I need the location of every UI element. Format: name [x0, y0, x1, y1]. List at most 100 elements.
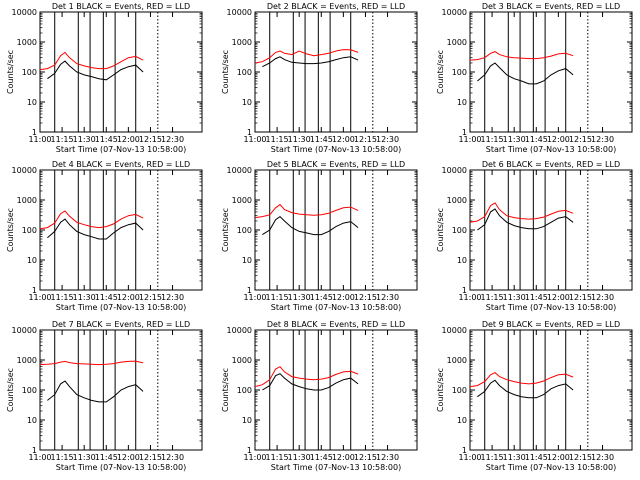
y-tick-label: 10000	[227, 8, 252, 17]
y-tick-label: 100	[237, 386, 252, 395]
x-tick-label: 11:15	[51, 293, 74, 302]
x-tick-label: 12:30	[376, 453, 399, 462]
detector-panel-4: Det 4 BLACK = Events, RED = LLD 1 10 100 100…	[6, 160, 203, 312]
x-tick-label: 12:00	[117, 453, 140, 462]
y-tick-label: 1000	[17, 38, 37, 47]
plot-frame	[254, 11, 418, 133]
x-tick-label: 11:45	[95, 293, 118, 302]
x-tick-label: 12:00	[547, 453, 570, 462]
x-tick-label: 11:15	[481, 135, 504, 144]
x-tick-label: 12:30	[161, 135, 184, 144]
x-tick-label: 11:30	[288, 453, 311, 462]
plot-frame	[469, 329, 633, 451]
x-tick-label: 11:00	[458, 135, 481, 144]
x-tick-label: 11:30	[503, 135, 526, 144]
y-tick-label: 10000	[227, 326, 252, 335]
y-tick-label: 100	[452, 386, 467, 395]
series-line-events	[262, 56, 359, 68]
x-tick-label: 11:30	[288, 293, 311, 302]
series-line-lld	[254, 366, 359, 388]
x-tick-label: 11:30	[73, 453, 96, 462]
plot-frame	[469, 169, 633, 291]
x-tick-label: 11:00	[458, 453, 481, 462]
x-tick-label: 12:15	[354, 453, 377, 462]
y-tick-label: 100	[22, 386, 37, 395]
y-tick-label: 1	[247, 446, 252, 455]
y-tick-label: 10	[27, 416, 37, 425]
x-tick-label: 11:45	[95, 453, 118, 462]
y-axis-label: Counts/sec	[436, 368, 445, 412]
x-tick-label: 11:00	[458, 293, 481, 302]
plot-frame	[39, 11, 203, 133]
x-tick-label: 12:30	[376, 293, 399, 302]
x-tick-label: 12:30	[591, 453, 614, 462]
x-tick-label: 12:00	[332, 293, 355, 302]
x-tick-label: 12:00	[332, 453, 355, 462]
x-tick-label: 12:00	[117, 135, 140, 144]
x-tick-label: 11:00	[28, 453, 51, 462]
panel-title: Det 1 BLACK = Events, RED = LLD	[52, 2, 190, 11]
x-tick-label: 12:15	[139, 453, 162, 462]
plot-frame	[254, 329, 418, 451]
x-tick-label: 12:15	[139, 135, 162, 144]
y-tick-label: 1	[462, 286, 467, 295]
y-tick-label: 10	[457, 256, 467, 265]
y-tick-label: 10000	[227, 166, 252, 175]
x-tick-label: 11:00	[243, 453, 266, 462]
x-tick-label: 11:30	[503, 293, 526, 302]
y-tick-label: 1000	[447, 38, 467, 47]
y-tick-label: 100	[452, 68, 467, 77]
x-tick-label: 11:15	[481, 453, 504, 462]
y-tick-label: 10	[27, 256, 37, 265]
y-tick-label: 1000	[447, 356, 467, 365]
detector-panel-5: Det 5 BLACK = Events, RED = LLD 1 10 100 100…	[221, 160, 418, 312]
y-tick-label: 10000	[442, 166, 467, 175]
x-tick-label: 11:15	[266, 293, 289, 302]
x-tick-label: 11:30	[73, 293, 96, 302]
x-tick-label: 11:00	[28, 135, 51, 144]
x-tick-label: 11:45	[310, 453, 333, 462]
y-axis-label: Counts/sec	[6, 368, 15, 412]
y-tick-label: 10000	[12, 166, 37, 175]
panel-title: Det 9 BLACK = Events, RED = LLD	[482, 320, 620, 329]
series-line-lld	[469, 372, 574, 388]
x-tick-label: 11:15	[51, 453, 74, 462]
x-tick-label: 11:30	[73, 135, 96, 144]
y-axis-label: Counts/sec	[436, 50, 445, 94]
y-tick-label: 1	[32, 286, 37, 295]
plot-frame	[469, 11, 633, 133]
x-tick-label: 11:30	[288, 135, 311, 144]
y-axis-label: Counts/sec	[6, 50, 15, 94]
x-tick-label: 11:15	[266, 135, 289, 144]
x-axis-label: Start Time (07-Nov-13 10:58:00)	[486, 145, 616, 154]
y-tick-label: 100	[452, 226, 467, 235]
panel-title: Det 5 BLACK = Events, RED = LLD	[267, 160, 405, 169]
y-tick-label: 100	[22, 68, 37, 77]
y-tick-label: 10	[242, 416, 252, 425]
detector-panel-2: Det 2 BLACK = Events, RED = LLD 1 10 100 100…	[221, 2, 418, 154]
x-tick-label: 11:45	[525, 293, 548, 302]
y-tick-label: 10	[242, 98, 252, 107]
series-line-lld	[254, 49, 359, 64]
x-tick-label: 12:15	[569, 453, 592, 462]
y-tick-label: 1000	[17, 356, 37, 365]
y-tick-label: 1000	[232, 38, 252, 47]
x-axis-label: Start Time (07-Nov-13 10:58:00)	[486, 303, 616, 312]
panel-title: Det 8 BLACK = Events, RED = LLD	[267, 320, 405, 329]
x-tick-label: 12:00	[547, 293, 570, 302]
x-tick-label: 11:30	[503, 453, 526, 462]
y-tick-label: 1	[247, 286, 252, 295]
x-axis-label: Start Time (07-Nov-13 10:58:00)	[271, 303, 401, 312]
y-tick-label: 1	[462, 446, 467, 455]
plot-frame	[39, 169, 203, 291]
panel-title: Det 4 BLACK = Events, RED = LLD	[52, 160, 190, 169]
x-tick-label: 12:00	[547, 135, 570, 144]
x-tick-label: 12:30	[161, 293, 184, 302]
detector-panel-3: Det 3 BLACK = Events, RED = LLD 1 10 100 100…	[436, 2, 633, 154]
x-tick-label: 12:30	[161, 453, 184, 462]
x-tick-label: 11:45	[310, 135, 333, 144]
x-tick-label: 11:45	[310, 293, 333, 302]
y-tick-label: 1	[462, 128, 467, 137]
x-tick-label: 12:15	[354, 135, 377, 144]
